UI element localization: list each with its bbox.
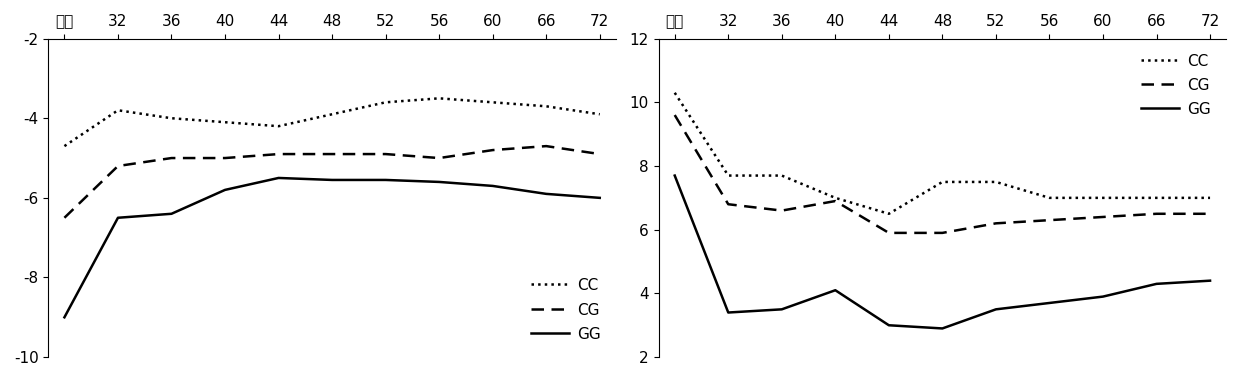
Line: GG: GG [675,176,1210,328]
CC [935,180,950,184]
GG [110,215,125,220]
GG [935,326,950,331]
GG [1096,294,1111,299]
GG [882,323,897,328]
CC [720,173,735,178]
CG [667,113,682,117]
CC [432,96,446,101]
CC [774,173,789,178]
CC [325,112,340,117]
CC [667,90,682,95]
CC [164,116,179,120]
GG [325,178,340,182]
CG [110,164,125,168]
Line: CC: CC [675,93,1210,214]
CG [1203,212,1218,216]
CC [593,112,608,117]
CG [538,144,553,148]
CC [1096,196,1111,200]
Line: GG: GG [64,178,600,317]
GG [485,184,500,188]
GG [667,173,682,178]
CC [485,100,500,104]
CC [1149,196,1164,200]
CC [1042,196,1056,200]
CC [1203,196,1218,200]
CC [217,120,232,125]
CC [110,108,125,112]
CC [57,144,72,148]
GG [1042,301,1056,305]
GG [217,188,232,192]
CG [164,156,179,160]
CG [1042,218,1056,222]
Legend: CC, CG, GG: CC, CG, GG [1133,46,1219,125]
CG [272,152,286,156]
CG [217,156,232,160]
CC [988,180,1003,184]
CG [325,152,340,156]
CG [593,152,608,156]
GG [1149,282,1164,286]
Line: CG: CG [675,115,1210,233]
Line: CC: CC [64,98,600,146]
CG [828,199,843,203]
CG [720,202,735,206]
CG [774,208,789,213]
GG [988,307,1003,312]
CC [538,104,553,109]
CG [57,215,72,220]
GG [538,192,553,196]
GG [828,288,843,293]
CG [1096,215,1111,219]
GG [432,180,446,184]
GG [57,315,72,320]
CC [828,196,843,200]
CC [272,124,286,128]
GG [378,178,393,182]
CC [378,100,393,104]
CG [988,221,1003,226]
CG [378,152,393,156]
CG [882,231,897,235]
GG [272,176,286,180]
GG [720,310,735,315]
CC [882,212,897,216]
CG [432,156,446,160]
GG [1203,279,1218,283]
CG [935,231,950,235]
CG [1149,212,1164,216]
GG [774,307,789,312]
GG [593,196,608,200]
GG [164,212,179,216]
Line: CG: CG [64,146,600,218]
CG [485,148,500,152]
Legend: CC, CG, GG: CC, CG, GG [523,271,608,350]
